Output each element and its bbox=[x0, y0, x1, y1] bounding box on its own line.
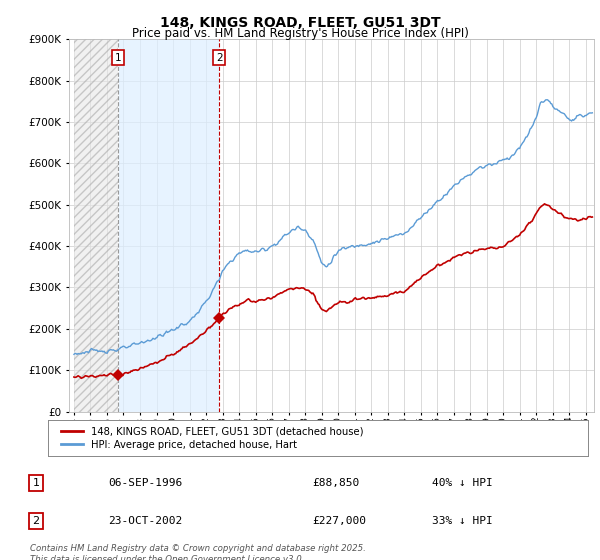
Text: 148, KINGS ROAD, FLEET, GU51 3DT: 148, KINGS ROAD, FLEET, GU51 3DT bbox=[160, 16, 440, 30]
Text: Contains HM Land Registry data © Crown copyright and database right 2025.
This d: Contains HM Land Registry data © Crown c… bbox=[30, 544, 366, 560]
Text: 40% ↓ HPI: 40% ↓ HPI bbox=[432, 478, 493, 488]
Text: 2: 2 bbox=[216, 53, 223, 63]
Text: Price paid vs. HM Land Registry's House Price Index (HPI): Price paid vs. HM Land Registry's House … bbox=[131, 27, 469, 40]
Text: £227,000: £227,000 bbox=[312, 516, 366, 526]
Text: 1: 1 bbox=[32, 478, 40, 488]
Text: 33% ↓ HPI: 33% ↓ HPI bbox=[432, 516, 493, 526]
Text: 2: 2 bbox=[32, 516, 40, 526]
Text: 06-SEP-1996: 06-SEP-1996 bbox=[108, 478, 182, 488]
Text: 23-OCT-2002: 23-OCT-2002 bbox=[108, 516, 182, 526]
Text: 1: 1 bbox=[115, 53, 122, 63]
Legend: 148, KINGS ROAD, FLEET, GU51 3DT (detached house), HPI: Average price, detached : 148, KINGS ROAD, FLEET, GU51 3DT (detach… bbox=[58, 423, 367, 453]
Text: £88,850: £88,850 bbox=[312, 478, 359, 488]
